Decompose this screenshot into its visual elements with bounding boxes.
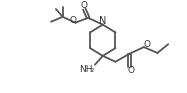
- Text: NH: NH: [79, 65, 93, 74]
- Text: O: O: [69, 16, 76, 25]
- Text: ₂: ₂: [91, 65, 94, 74]
- Text: O: O: [81, 1, 88, 10]
- Text: O: O: [143, 40, 150, 49]
- Text: N: N: [99, 16, 106, 26]
- Text: O: O: [128, 66, 135, 75]
